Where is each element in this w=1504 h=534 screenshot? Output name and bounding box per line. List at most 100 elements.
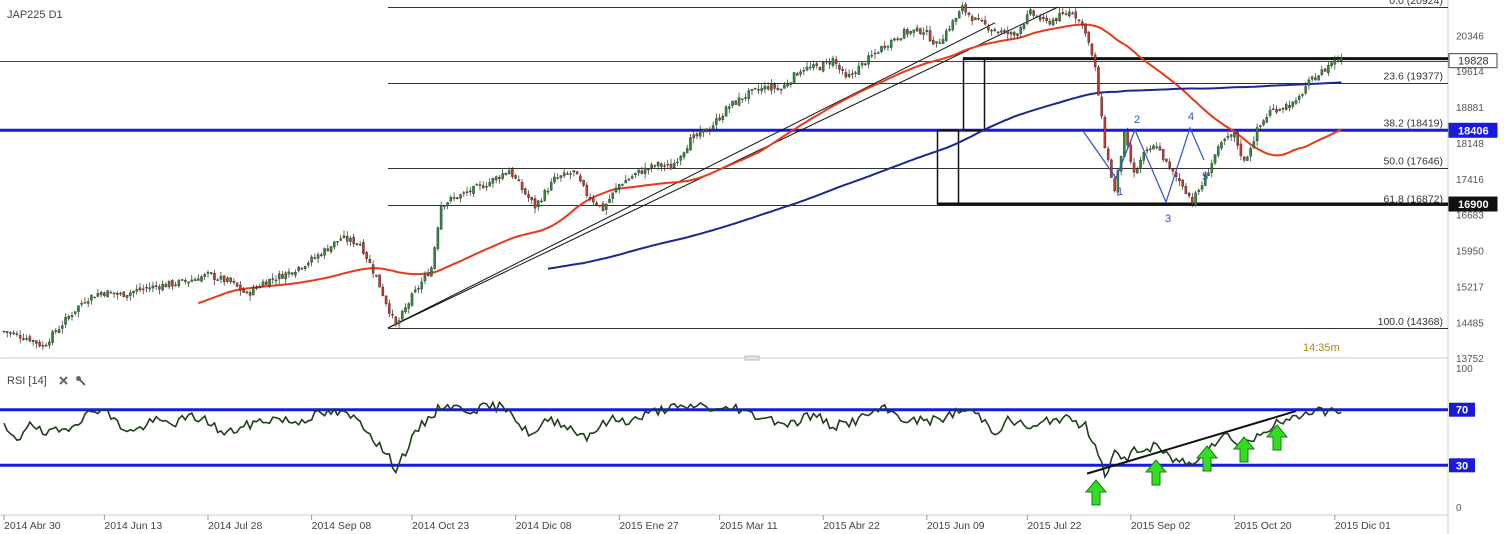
candle <box>993 27 997 33</box>
trend-line <box>387 22 996 329</box>
candle <box>1226 132 1230 141</box>
candle <box>35 340 38 349</box>
candle <box>2 330 6 333</box>
candle <box>469 186 472 196</box>
candle <box>206 270 210 278</box>
candle <box>501 169 504 181</box>
candle <box>1233 132 1236 142</box>
candle <box>478 180 482 191</box>
time-tick-label: 2014 Abr 30 <box>4 520 61 532</box>
wrench-icon[interactable] <box>76 376 86 386</box>
candle <box>847 69 851 79</box>
candle <box>1255 123 1259 147</box>
candle <box>9 330 12 338</box>
candle <box>1016 32 1019 40</box>
candle <box>420 277 423 294</box>
candle <box>617 183 621 194</box>
wave-label: 4 <box>1188 111 1194 123</box>
candle <box>190 275 194 283</box>
candle <box>569 170 572 180</box>
candle <box>268 278 271 288</box>
candle <box>148 282 151 293</box>
candle <box>1009 31 1013 40</box>
candle <box>1207 168 1210 176</box>
candle <box>125 295 129 301</box>
panel-resize-handle[interactable] <box>744 355 760 361</box>
candle <box>184 278 187 285</box>
candle <box>543 188 546 202</box>
candle <box>559 175 563 182</box>
candle <box>31 339 35 346</box>
candle <box>1035 14 1039 19</box>
candle <box>656 161 660 171</box>
candle <box>167 280 171 290</box>
candle <box>809 61 812 71</box>
candle <box>77 305 80 318</box>
candle <box>611 192 614 204</box>
chart-guide-lines <box>0 7 1448 329</box>
candle <box>417 285 420 294</box>
candle <box>598 204 602 208</box>
candle <box>685 144 689 154</box>
candle <box>1197 188 1201 196</box>
candle <box>129 289 132 301</box>
candle <box>1304 81 1307 96</box>
candle <box>1113 174 1116 193</box>
candle <box>38 339 41 348</box>
candle <box>805 61 809 72</box>
candle <box>174 281 177 287</box>
candle <box>229 277 232 285</box>
candle <box>203 272 207 280</box>
candle <box>741 98 744 104</box>
candle <box>844 68 848 80</box>
candle <box>252 284 255 296</box>
candle <box>209 272 213 275</box>
candle <box>974 17 977 21</box>
candle <box>443 205 446 210</box>
candle <box>1307 76 1311 91</box>
candle <box>750 88 754 96</box>
candle <box>381 283 385 297</box>
candle <box>1229 133 1233 142</box>
candle <box>323 247 326 260</box>
candle <box>70 311 74 321</box>
consolidation-box <box>936 129 960 205</box>
time-tick-label: 2014 Sep 08 <box>312 520 372 532</box>
candle <box>909 30 912 36</box>
candle <box>757 84 760 94</box>
candle <box>103 291 106 298</box>
candle <box>193 277 197 282</box>
candle <box>368 254 372 264</box>
rsi-trend-line <box>1086 410 1297 475</box>
rsi-title: RSI [14] <box>7 375 47 387</box>
candle <box>1259 124 1262 132</box>
candle <box>1272 104 1275 111</box>
candle <box>831 55 835 68</box>
candle <box>358 241 362 247</box>
candle <box>164 282 168 288</box>
close-icon[interactable] <box>59 376 68 385</box>
candle <box>737 92 741 107</box>
candle <box>274 275 278 287</box>
candle <box>1013 30 1016 39</box>
candle <box>527 190 530 202</box>
candle <box>313 253 317 260</box>
candle <box>410 292 414 308</box>
price-boxes: 19828 18406 16900 <box>1448 53 1498 212</box>
fibonacci-level-label: 50.0 (17646) <box>1383 156 1443 168</box>
candle <box>290 272 294 277</box>
candle <box>786 79 789 88</box>
candle <box>1149 145 1152 153</box>
candle <box>540 197 543 204</box>
candle <box>41 341 45 350</box>
candle <box>494 175 498 184</box>
candle <box>650 162 653 173</box>
candle <box>582 179 585 188</box>
candle <box>938 38 942 44</box>
candle <box>925 25 929 36</box>
candle <box>1187 191 1191 199</box>
candle <box>1223 137 1226 146</box>
candle <box>893 37 896 42</box>
candle <box>877 51 880 54</box>
candle <box>1061 7 1065 16</box>
